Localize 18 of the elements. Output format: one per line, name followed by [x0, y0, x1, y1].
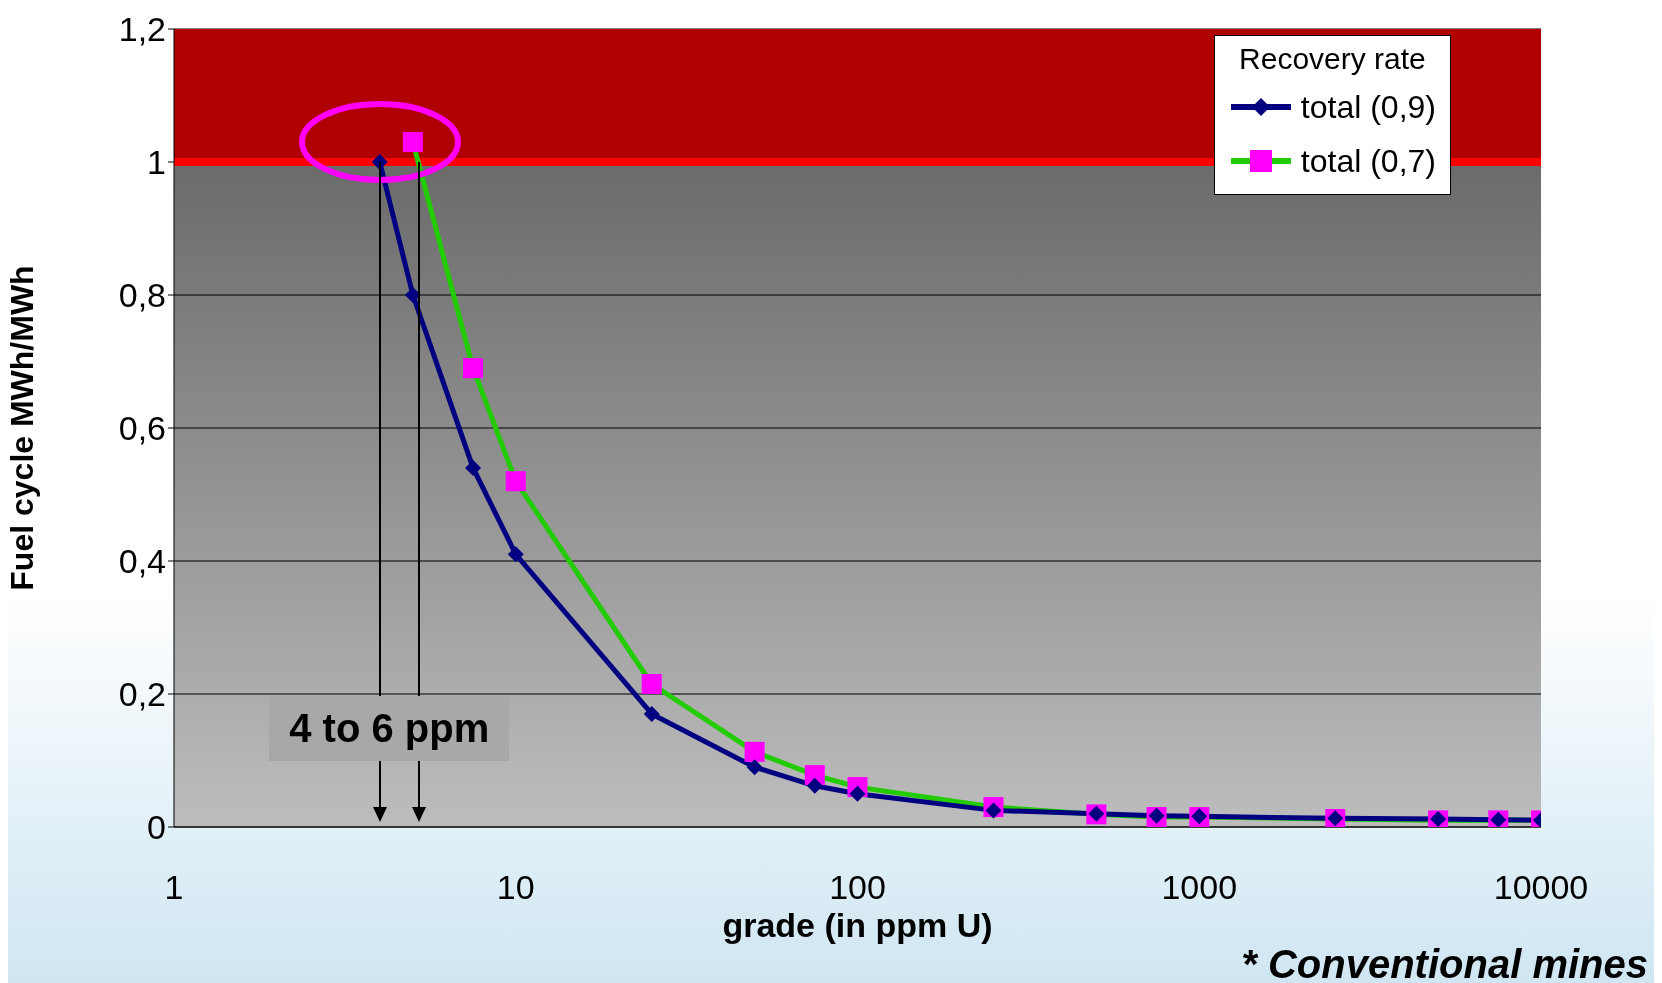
legend-label: total (0,7) [1300, 142, 1436, 180]
y-tick-label: 0,4 [118, 542, 166, 581]
y-tick-label: 0,6 [118, 409, 166, 448]
y-tick-label: 0 [147, 808, 166, 847]
x-tick-label: 100 [829, 868, 886, 907]
annotation: 4 to 6 ppm [269, 696, 510, 761]
x-tick-label: 10 [496, 868, 535, 907]
x-tick-label: 10000 [1493, 868, 1589, 907]
x-axis-title: grade (in ppm U) [722, 906, 993, 944]
y-tick-label: 0,2 [118, 675, 166, 714]
legend-label: total (0,9) [1300, 88, 1436, 126]
y-axis-title: Fuel cycle MWh/MWh [4, 265, 41, 591]
legend-title: Recovery rate [1238, 42, 1427, 76]
y-tick-label: 1,2 [118, 10, 166, 49]
y-tick-label: 1 [147, 143, 166, 182]
y-tick-label: 0,8 [118, 276, 166, 315]
text: * Conventional mines [1241, 942, 1648, 983]
x-tick-label: 1000 [1161, 868, 1238, 907]
